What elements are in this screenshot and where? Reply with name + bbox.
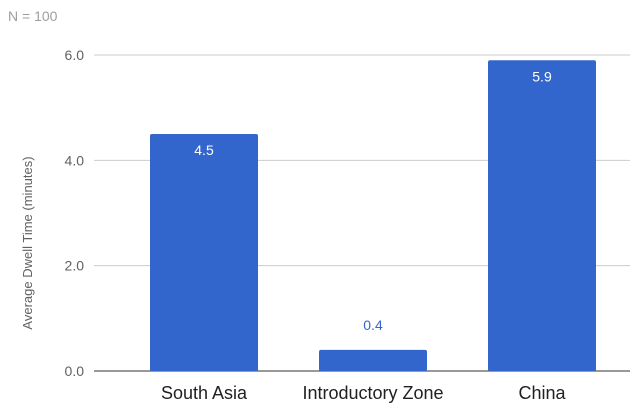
bar bbox=[319, 349, 427, 371]
y-axis-label: Average Dwell Time (minutes) bbox=[20, 156, 35, 329]
data-labels: 4.5 0.4 5.9 bbox=[194, 68, 552, 333]
x-tick-label: South Asia bbox=[161, 383, 248, 403]
x-axis-ticks: South Asia Introductory Zone China bbox=[161, 383, 567, 403]
bar bbox=[488, 60, 596, 372]
sample-size-note: N = 100 bbox=[8, 8, 58, 24]
y-tick-label: 6.0 bbox=[65, 47, 85, 63]
y-tick-label: 4.0 bbox=[65, 152, 85, 168]
data-label: 5.9 bbox=[532, 68, 552, 84]
y-tick-label: 2.0 bbox=[65, 258, 85, 274]
data-label: 4.5 bbox=[194, 142, 214, 158]
y-tick-label: 0.0 bbox=[65, 363, 85, 379]
y-axis-ticks: 0.0 2.0 4.0 6.0 bbox=[65, 47, 85, 379]
bars bbox=[150, 60, 596, 372]
data-label: 0.4 bbox=[363, 317, 383, 333]
x-tick-label: China bbox=[518, 383, 566, 403]
x-tick-label: Introductory Zone bbox=[302, 383, 443, 403]
bar bbox=[150, 134, 258, 371]
